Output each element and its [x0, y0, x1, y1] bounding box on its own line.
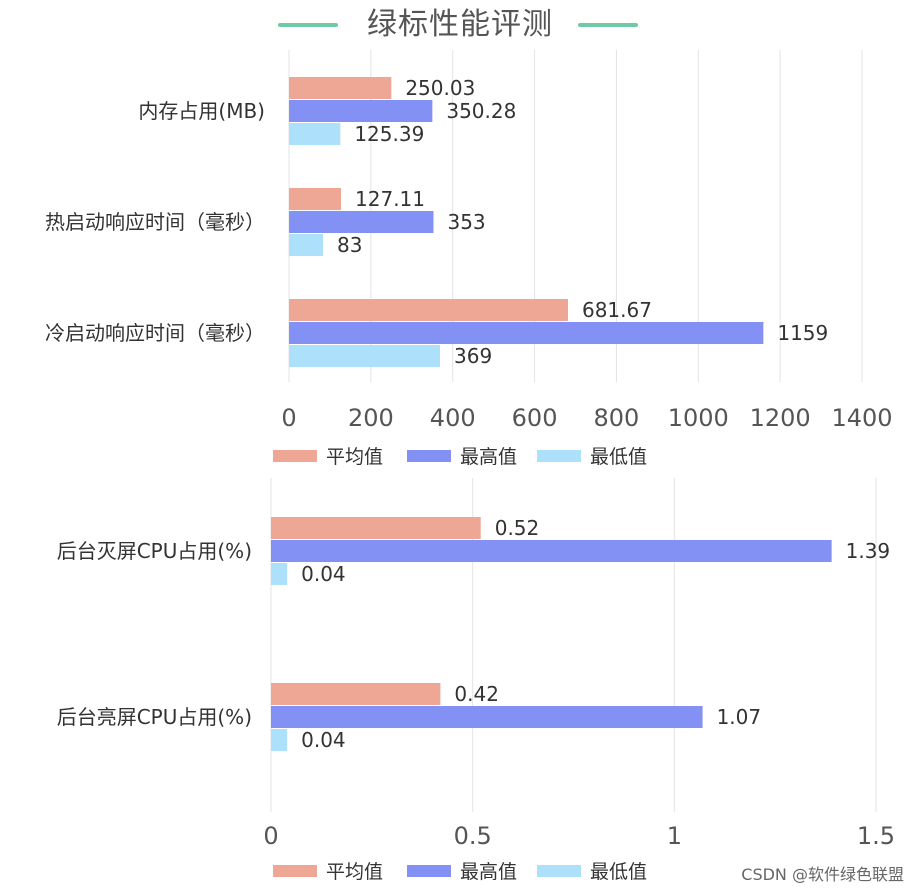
bar-max: [289, 211, 434, 233]
legend-label-max: 最高值: [460, 446, 517, 468]
title-accent-line-left: [278, 23, 338, 27]
data-label: 83: [337, 233, 362, 257]
bar-avg: [271, 683, 441, 705]
data-label: 369: [454, 344, 492, 368]
data-label: 0.04: [301, 728, 346, 752]
bar-avg: [289, 77, 392, 99]
data-label: 350.28: [446, 99, 516, 123]
data-label: 1.07: [717, 705, 762, 729]
chart-title-area: 绿标性能评测: [0, 0, 918, 50]
title-accent-line-right: [578, 23, 638, 27]
x-tick-label: 1.5: [857, 822, 895, 850]
category-label: 内存占用(MB): [138, 99, 265, 123]
category-label: 热启动响应时间（毫秒）: [45, 210, 265, 234]
data-label: 0.52: [495, 516, 540, 540]
legend-label-avg: 平均值: [326, 861, 383, 883]
bar-min: [289, 345, 441, 367]
category-label: 后台亮屏CPU占用(%): [57, 705, 252, 729]
x-tick-label: 1200: [750, 404, 811, 432]
bar-min: [289, 234, 323, 256]
data-label: 1159: [777, 321, 828, 345]
legend-swatch-max: [407, 450, 451, 462]
bar-min: [271, 563, 288, 585]
legend-label-min: 最低值: [590, 861, 647, 883]
watermark: CSDN @软件绿色联盟: [741, 865, 904, 884]
data-label: 250.03: [405, 76, 475, 100]
legend-swatch-max: [407, 865, 451, 877]
performance-chart-2: 0 0.5 1 1.5 后台灭屏CPU占用(%) 0.52 1.39 0.04 后台亮屏CPU占…: [57, 478, 895, 883]
legend-label-max: 最高值: [460, 861, 517, 883]
bar-max: [289, 100, 433, 122]
legend-swatch-avg: [273, 865, 317, 877]
bar-max: [271, 706, 703, 728]
x-tick-label: 0.5: [454, 822, 492, 850]
legend-label-min: 最低值: [590, 446, 647, 468]
data-label: 127.11: [355, 187, 425, 211]
data-label: 353: [447, 210, 485, 234]
x-tick-label: 1000: [668, 404, 729, 432]
x-tick-label: 800: [594, 404, 640, 432]
bar-avg: [289, 188, 342, 210]
bar-min: [289, 123, 341, 145]
data-label: 1.39: [846, 539, 891, 563]
bar-avg: [289, 299, 568, 321]
legend-swatch-avg: [273, 450, 317, 462]
x-tick-label: 600: [512, 404, 558, 432]
performance-chart-1: 0 200 400 600 800 1000 1200 1400内存占用(MB)250.033…: [45, 50, 893, 468]
data-label: 125.39: [354, 122, 424, 146]
x-tick-label: 200: [348, 404, 394, 432]
bar-avg: [271, 517, 481, 539]
data-label: 0.42: [454, 682, 499, 706]
legend-label-avg: 平均值: [326, 446, 383, 468]
data-label: 0.04: [301, 562, 346, 586]
legend-swatch-min: [537, 450, 581, 462]
x-tick-label: 1: [667, 822, 682, 850]
category-label: 冷启动响应时间（毫秒）: [45, 321, 265, 345]
bar-max: [271, 540, 832, 562]
legend-swatch-min: [537, 865, 581, 877]
bar-min: [271, 729, 288, 751]
x-tick-label: 400: [430, 404, 476, 432]
x-tick-label: 0: [281, 404, 296, 432]
x-tick-label: 0: [263, 822, 278, 850]
category-label: 后台灭屏CPU占用(%): [57, 539, 252, 563]
chart-title: 绿标性能评测: [367, 7, 553, 42]
bar-max: [289, 322, 764, 344]
data-label: 681.67: [582, 298, 652, 322]
x-tick-label: 1400: [831, 404, 892, 432]
